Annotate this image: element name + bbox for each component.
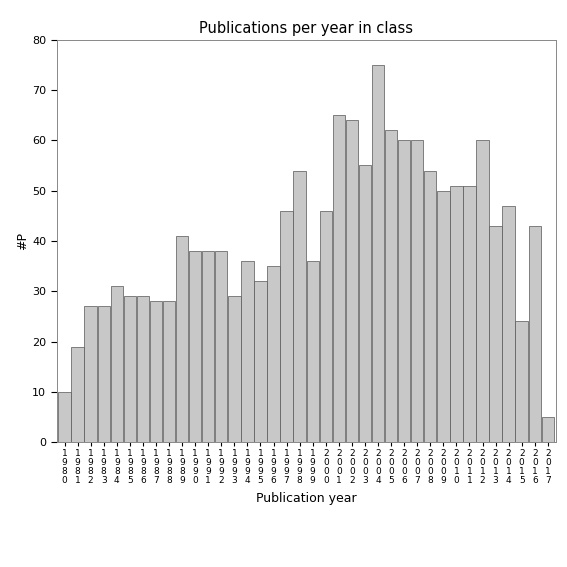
Bar [346, 120, 358, 442]
Bar [241, 261, 253, 442]
Bar [528, 226, 541, 442]
Bar [489, 226, 502, 442]
Bar [267, 266, 280, 442]
Bar [294, 171, 306, 442]
Bar [450, 185, 463, 442]
Bar [385, 130, 397, 442]
Bar [98, 306, 110, 442]
Y-axis label: #P: #P [16, 232, 29, 250]
Bar [333, 115, 345, 442]
Bar [228, 297, 240, 442]
Bar [398, 141, 411, 442]
Bar [124, 297, 136, 442]
Bar [463, 185, 476, 442]
Bar [424, 171, 437, 442]
Bar [254, 281, 266, 442]
Bar [476, 141, 489, 442]
Bar [215, 251, 227, 442]
Bar [111, 286, 123, 442]
Bar [137, 297, 149, 442]
Title: Publications per year in class: Publications per year in class [199, 21, 413, 36]
Bar [307, 261, 319, 442]
X-axis label: Publication year: Publication year [256, 492, 357, 505]
Bar [163, 302, 175, 442]
Bar [189, 251, 201, 442]
Bar [176, 236, 188, 442]
Bar [437, 191, 450, 442]
Bar [150, 302, 162, 442]
Bar [58, 392, 71, 442]
Bar [541, 417, 554, 442]
Bar [502, 206, 515, 442]
Bar [71, 346, 84, 442]
Bar [281, 211, 293, 442]
Bar [515, 321, 528, 442]
Bar [84, 306, 97, 442]
Bar [411, 141, 424, 442]
Bar [202, 251, 214, 442]
Bar [320, 211, 332, 442]
Bar [359, 166, 371, 442]
Bar [372, 65, 384, 442]
